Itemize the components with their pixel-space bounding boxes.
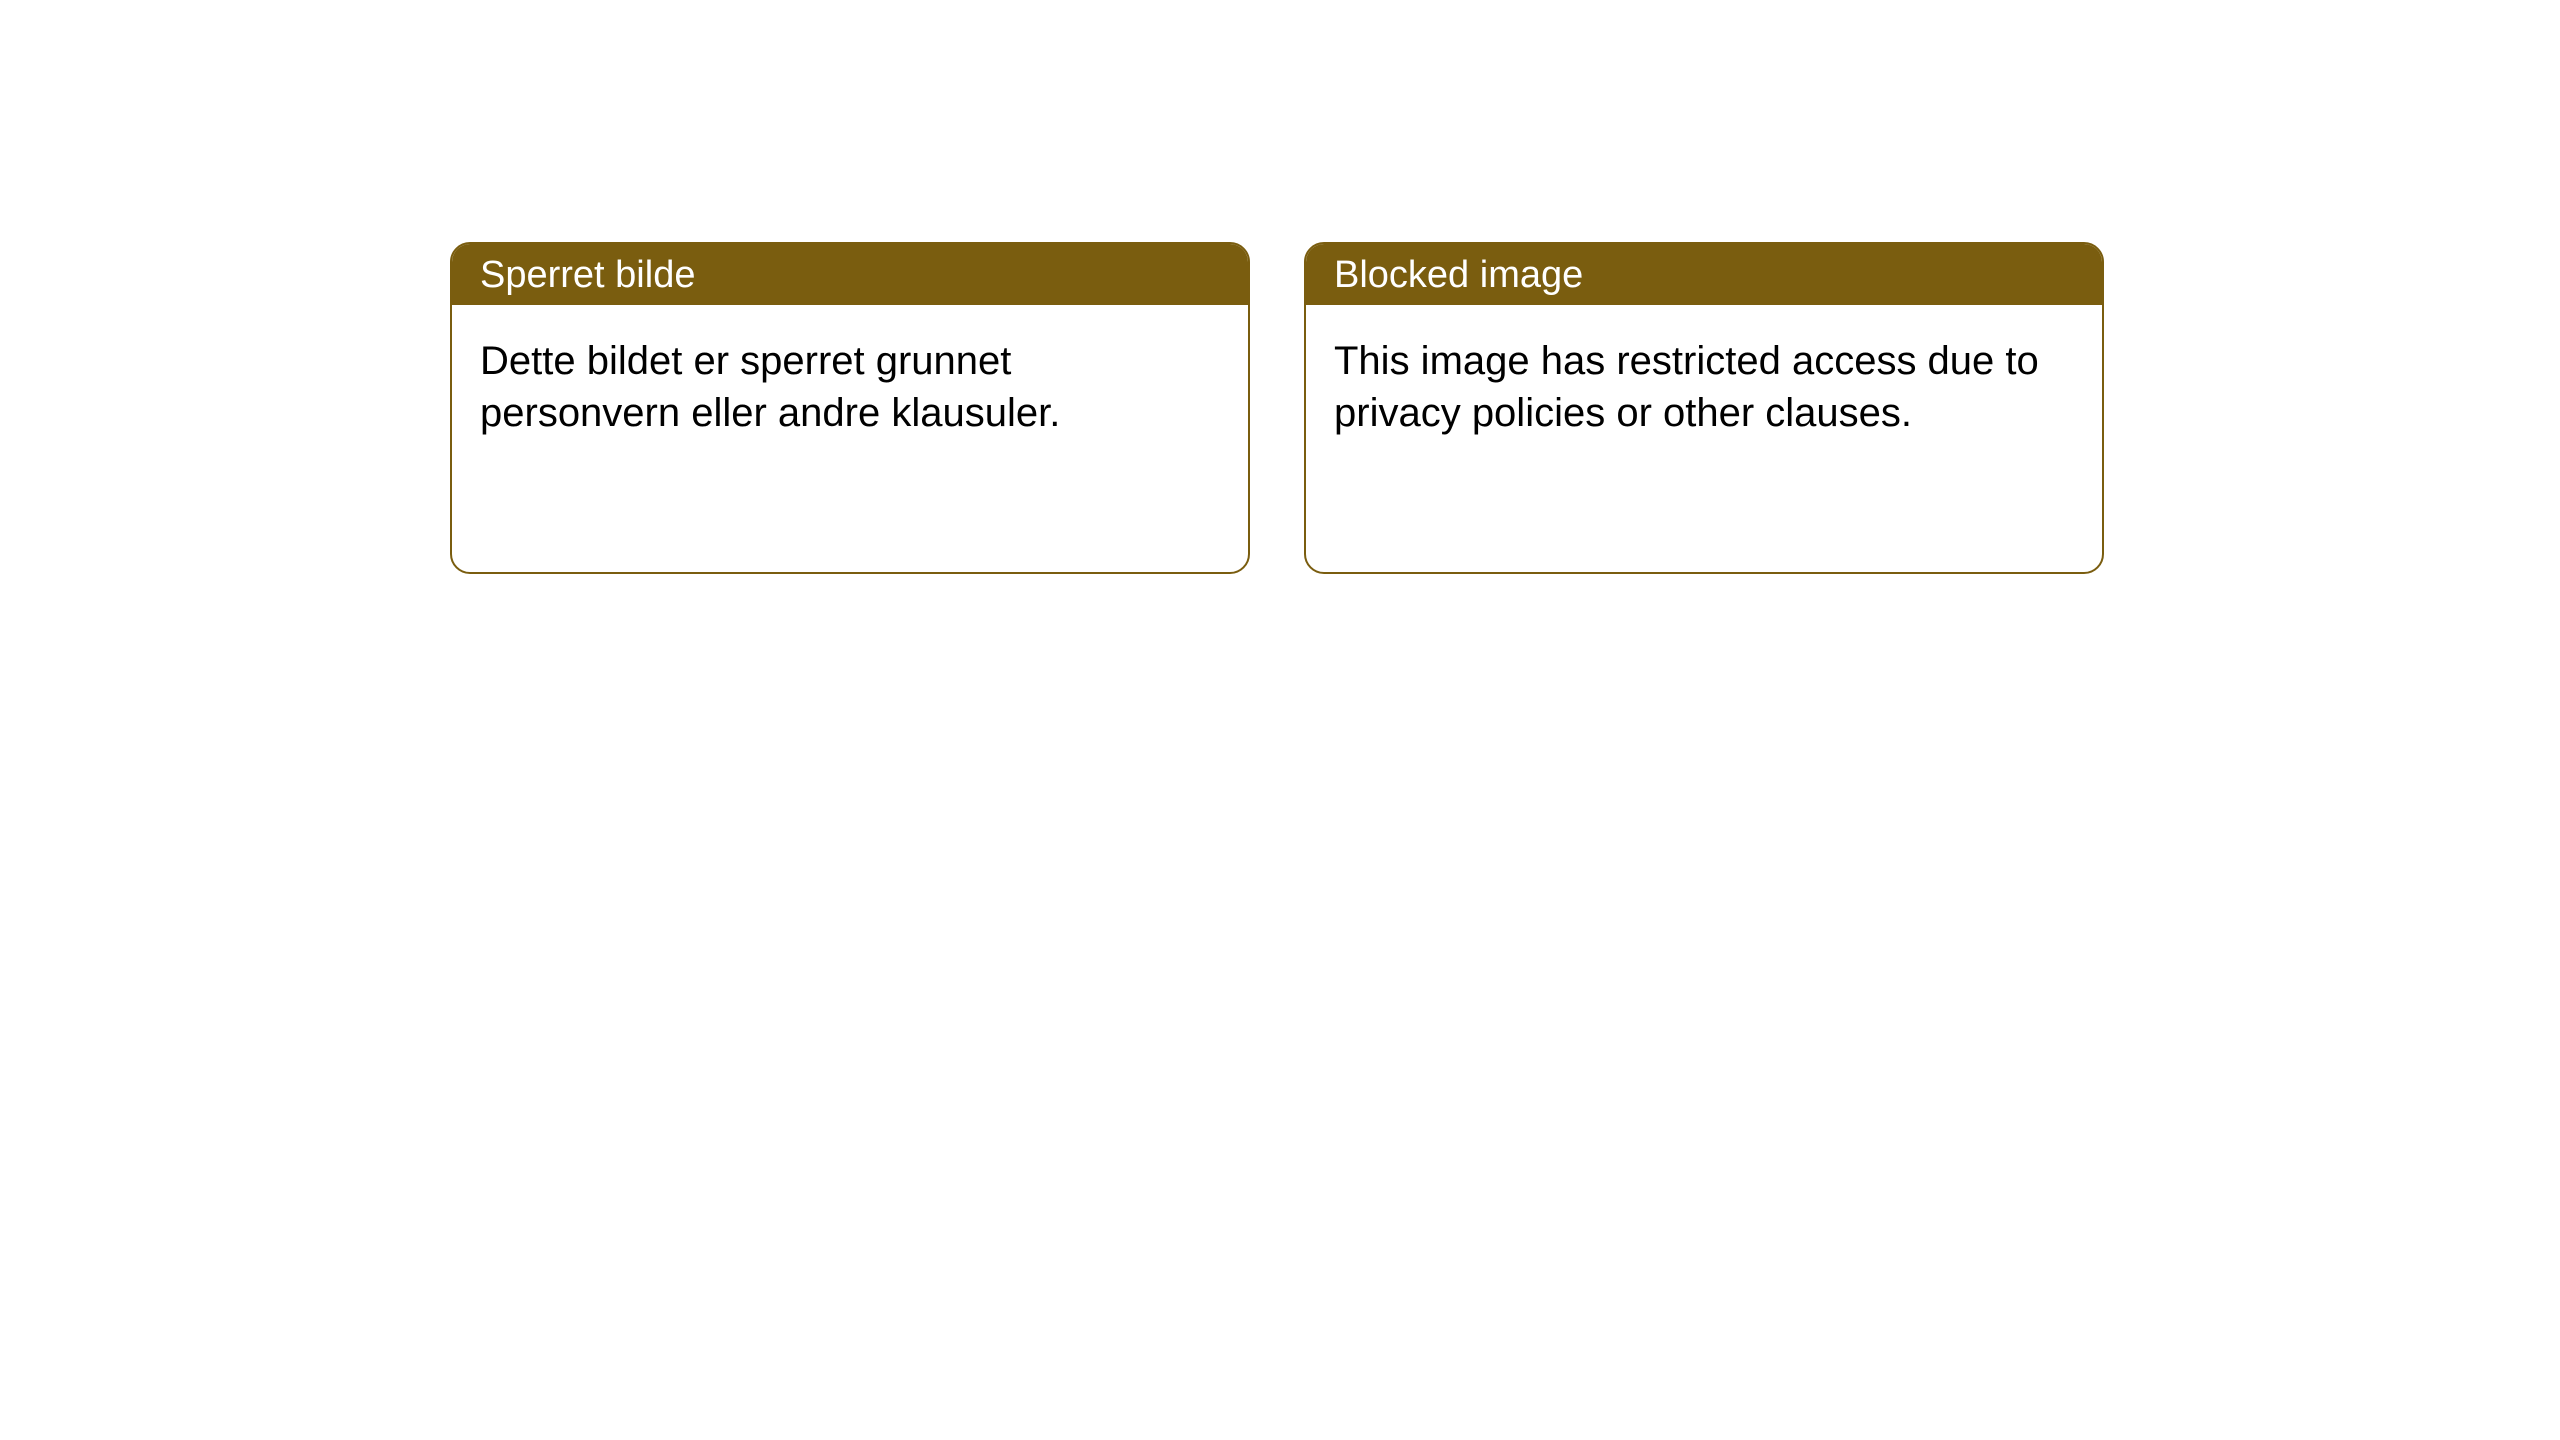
notice-container: Sperret bilde Dette bildet er sperret gr… — [450, 242, 2104, 574]
notice-header-text: Sperret bilde — [480, 254, 695, 296]
notice-header: Blocked image — [1306, 244, 2102, 305]
notice-body: This image has restricted access due to … — [1306, 305, 2102, 467]
notice-body-text: Dette bildet er sperret grunnet personve… — [480, 339, 1060, 435]
notice-body-text: This image has restricted access due to … — [1334, 339, 2039, 435]
notice-box-english: Blocked image This image has restricted … — [1304, 242, 2104, 574]
notice-box-norwegian: Sperret bilde Dette bildet er sperret gr… — [450, 242, 1250, 574]
notice-body: Dette bildet er sperret grunnet personve… — [452, 305, 1248, 467]
notice-header-text: Blocked image — [1334, 254, 1583, 296]
notice-header: Sperret bilde — [452, 244, 1248, 305]
